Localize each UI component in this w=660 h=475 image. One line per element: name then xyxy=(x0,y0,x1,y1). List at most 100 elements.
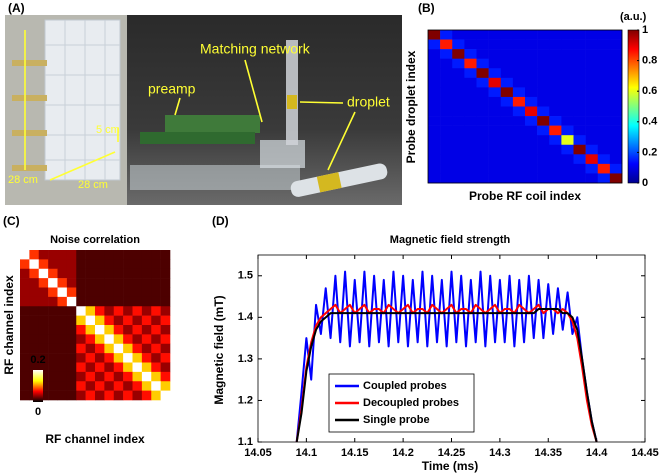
heatmap-cell xyxy=(95,306,105,316)
heatmap-cell xyxy=(48,362,58,373)
heatmap-cell xyxy=(85,334,96,345)
heatmap-cell xyxy=(123,287,133,298)
heatmap-cell xyxy=(95,325,105,335)
heatmap-cell xyxy=(76,381,86,391)
heatmap-cell xyxy=(20,343,30,354)
heatmap-cell xyxy=(452,163,465,174)
heatmap-cell xyxy=(76,306,86,316)
heatmap-cell xyxy=(597,68,611,79)
heatmap-cell xyxy=(525,116,538,126)
heatmap-cell xyxy=(104,296,115,307)
colorbar xyxy=(33,370,43,402)
heatmap-cell xyxy=(66,287,77,298)
y-tick-label: 1.2 xyxy=(238,394,253,406)
heatmap-cell xyxy=(500,96,514,107)
heatmap-cell xyxy=(95,268,105,279)
y-tick-label: 1.3 xyxy=(238,353,253,365)
heatmap-cell xyxy=(132,296,143,307)
heatmap-cell xyxy=(464,154,477,165)
heatmap-cell xyxy=(585,87,599,98)
heatmap-cell xyxy=(452,77,465,88)
heatmap-cell xyxy=(537,125,550,136)
heatmap-cell xyxy=(597,106,611,117)
heatmap-cell xyxy=(57,259,68,270)
heatmap-cell xyxy=(609,77,623,88)
heatmap-cell xyxy=(151,362,161,373)
heatmap-cell xyxy=(38,250,49,260)
heatmap-cell xyxy=(95,259,105,270)
heatmap-cell xyxy=(85,287,96,298)
heatmap-cell xyxy=(537,58,550,69)
heatmap-cell xyxy=(57,390,68,401)
matching-box xyxy=(260,140,305,168)
heatmap-cell xyxy=(488,39,502,50)
heatmap-cell xyxy=(113,334,124,345)
heatmap-cell xyxy=(464,87,477,98)
heatmap-cell xyxy=(537,163,550,174)
heatmap-cell xyxy=(440,49,453,59)
heatmap-cell xyxy=(488,68,502,79)
heatmap-cell xyxy=(549,77,562,88)
heatmap-cell xyxy=(20,381,30,391)
heatmap-cell xyxy=(76,259,86,270)
heatmap-cell xyxy=(151,353,161,363)
heatmap-cell xyxy=(440,125,453,136)
heatmap-cell xyxy=(573,39,586,50)
heatmap-cell xyxy=(95,353,105,363)
heatmap-cell xyxy=(609,116,623,126)
heatmap-cell xyxy=(476,87,489,98)
heatmap-cell xyxy=(29,343,40,354)
heatmap-cell xyxy=(549,87,562,98)
heatmap-cell xyxy=(500,30,514,40)
heatmap-cell xyxy=(585,49,599,59)
heatmap-cell xyxy=(48,250,58,260)
heatmap-cell xyxy=(512,106,526,117)
series-line xyxy=(295,270,598,442)
heatmap-cell xyxy=(525,173,538,184)
heatmap-cell xyxy=(29,287,40,298)
plot-lines xyxy=(295,270,598,442)
heatmap-cell xyxy=(428,77,441,88)
heatmap-cell xyxy=(141,306,152,316)
heatmap-cell xyxy=(452,144,465,155)
heatmap-cell xyxy=(549,39,562,50)
heatmap-cell xyxy=(597,144,611,155)
heatmap-cell xyxy=(85,259,96,270)
heatmap-cell xyxy=(597,77,611,88)
heatmap-cell xyxy=(76,353,86,363)
heatmap-cell xyxy=(151,343,161,354)
heatmap-cell xyxy=(585,39,599,50)
heatmap-cell xyxy=(440,154,453,165)
heatmap-cell xyxy=(123,353,133,363)
heatmap-cell xyxy=(66,315,77,326)
heatmap-cell xyxy=(38,259,49,270)
heatmap-cell xyxy=(160,315,171,326)
heatmap-cell xyxy=(476,106,489,117)
heatmap-cell xyxy=(476,135,489,146)
heatmap-cell xyxy=(573,87,586,98)
heatmap-cell xyxy=(549,125,562,136)
heatmap-cell xyxy=(141,362,152,373)
heatmap-cell xyxy=(85,296,96,307)
heatmap-cell xyxy=(123,334,133,345)
heatmap-cell xyxy=(76,325,86,335)
heatmap-cell xyxy=(561,154,574,165)
heatmap-cell xyxy=(141,353,152,363)
heatmap-cell xyxy=(141,325,152,335)
heatmap-cell xyxy=(132,306,143,316)
heatmap-cell xyxy=(113,371,124,382)
heatmap-cell xyxy=(609,30,623,40)
heatmap-cell xyxy=(113,296,124,307)
heatmap-cell xyxy=(113,390,124,401)
heatmap-cell xyxy=(525,39,538,50)
heatmap-cell xyxy=(104,371,115,382)
heatmap-cell xyxy=(132,278,143,288)
heatmap-cell xyxy=(549,173,562,184)
heatmap-cell xyxy=(440,58,453,69)
heatmap-cell xyxy=(537,116,550,126)
heatmap-cell xyxy=(464,30,477,40)
heatmap-cell xyxy=(609,154,623,165)
heatmap-cell xyxy=(585,173,599,184)
heatmap-cell xyxy=(38,371,49,382)
heatmap-cell xyxy=(452,68,465,79)
